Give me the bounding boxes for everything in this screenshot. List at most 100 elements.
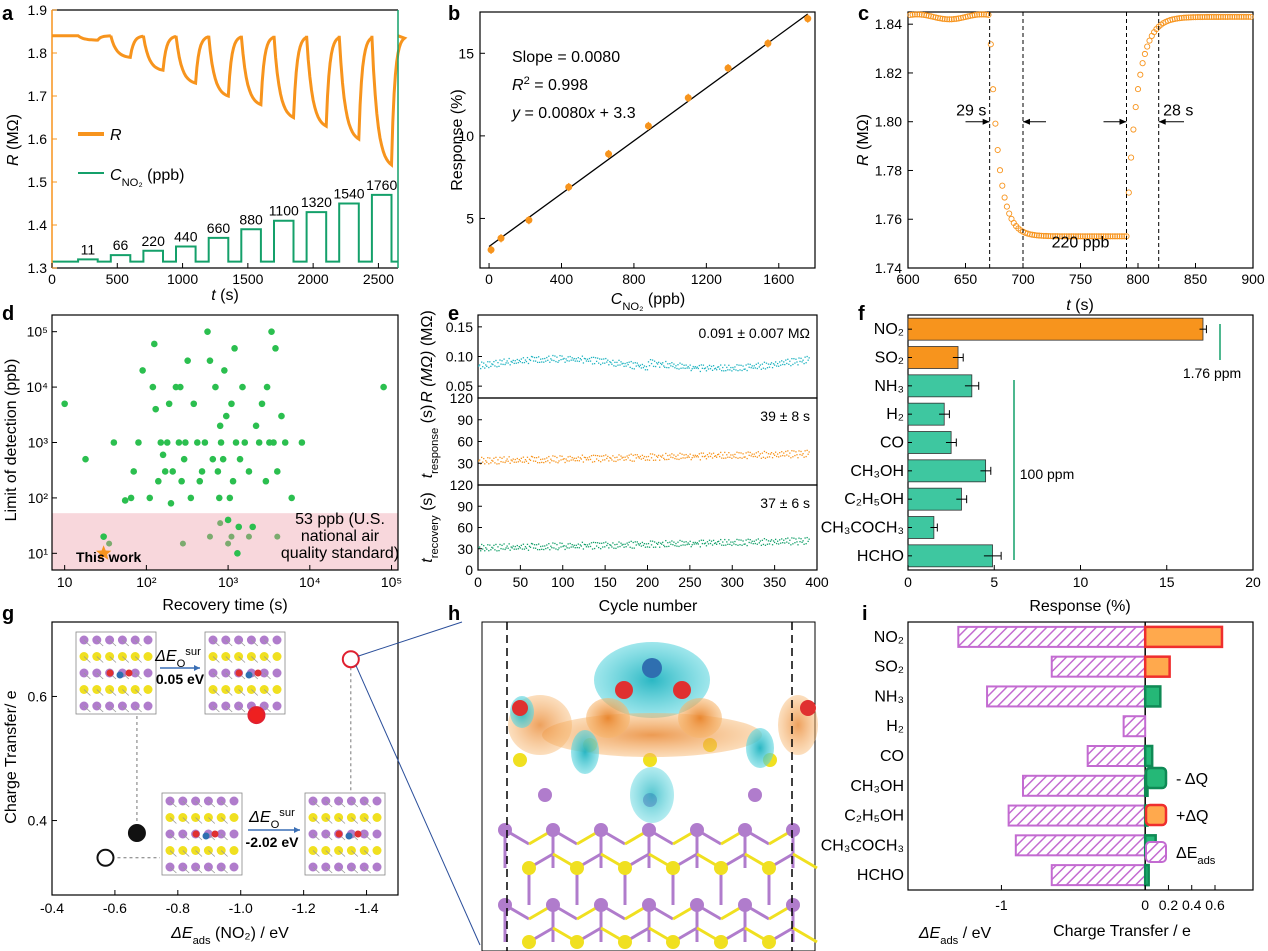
data-point — [677, 364, 679, 366]
data-point — [714, 542, 717, 544]
data-point — [565, 458, 567, 460]
data-point — [494, 462, 496, 464]
data-point — [270, 439, 277, 446]
data-point — [656, 363, 659, 365]
data-point — [607, 455, 609, 458]
data-point — [626, 362, 628, 364]
bond — [220, 850, 228, 857]
data-point — [587, 459, 590, 461]
bond — [134, 639, 142, 647]
data-point — [733, 543, 735, 545]
data-point — [587, 546, 590, 548]
data-point — [650, 457, 653, 459]
data-point — [488, 550, 490, 552]
data-point — [706, 541, 709, 543]
category-label: NH₃ — [874, 688, 904, 705]
y-tick-label: 1.74 — [875, 260, 902, 276]
data-point — [519, 547, 521, 549]
x-tick-label: 850 — [1184, 271, 1208, 287]
data-point — [801, 541, 803, 544]
data-point — [729, 369, 731, 371]
data-point — [232, 439, 240, 446]
data-point — [614, 456, 616, 459]
bond — [238, 689, 246, 696]
text-part: NO₂ — [622, 301, 643, 313]
text-part: ΔE — [918, 925, 941, 942]
data-point — [706, 366, 709, 368]
data-point — [580, 545, 583, 547]
data-point — [649, 453, 652, 455]
legend-C-label: CNO₂ (ppb) — [110, 167, 184, 189]
data-point — [640, 458, 643, 460]
data-point — [648, 546, 651, 548]
data-point — [711, 457, 714, 459]
data-point — [588, 357, 591, 360]
data-point — [268, 328, 275, 335]
data-point — [503, 456, 505, 458]
data-point — [689, 540, 691, 543]
y-tick-label: 30 — [457, 541, 473, 557]
x-axis-title: t (s) — [1066, 297, 1094, 314]
data-point — [503, 543, 505, 545]
data-point — [1045, 233, 1052, 240]
data-point — [569, 542, 571, 545]
data-point — [718, 453, 720, 455]
data-point — [806, 355, 808, 358]
data-point — [494, 365, 496, 367]
atom — [642, 898, 656, 912]
data-point — [629, 366, 631, 369]
legend-label: ΔEads — [1176, 845, 1216, 867]
data-point — [672, 543, 674, 546]
bond — [363, 800, 371, 808]
panel-label-e: e — [448, 303, 459, 325]
data-point — [766, 543, 769, 545]
data-point — [688, 456, 690, 458]
nitrogen-atom — [116, 671, 124, 679]
atom — [666, 935, 680, 949]
data-point — [100, 533, 107, 540]
bond — [109, 656, 117, 663]
data-point — [479, 459, 481, 461]
data-point — [602, 459, 604, 461]
data-point — [611, 363, 613, 365]
data-point — [548, 355, 550, 357]
data-point — [491, 363, 493, 365]
data-point — [1183, 14, 1190, 21]
data-point — [987, 41, 994, 48]
data-point — [730, 541, 732, 543]
data-point — [252, 422, 260, 430]
bar-eads — [986, 685, 1147, 708]
data-point — [909, 11, 916, 18]
data-point — [752, 455, 754, 458]
data-point — [488, 366, 490, 369]
x-tick-label: 0 — [904, 574, 912, 590]
data-point — [642, 544, 645, 547]
data-point — [623, 365, 625, 368]
data-point — [801, 454, 803, 456]
data-point — [738, 539, 740, 541]
text-part: sur — [279, 807, 295, 819]
data-point — [751, 540, 753, 542]
data-point — [807, 540, 809, 543]
data-point — [596, 357, 599, 359]
oxygen-atom — [192, 830, 200, 838]
data-point — [1091, 233, 1098, 240]
data-point — [598, 546, 600, 549]
data-point — [803, 362, 805, 365]
data-point — [764, 368, 767, 370]
data-point — [662, 541, 664, 543]
data-point — [532, 547, 535, 549]
bond — [363, 850, 371, 857]
data-point — [601, 358, 603, 360]
data-point — [764, 39, 772, 47]
x-tick-label: 1200 — [691, 271, 722, 287]
atom — [513, 753, 527, 767]
data-point — [531, 356, 534, 358]
bond — [325, 800, 333, 808]
data-point — [790, 544, 792, 546]
data-point — [752, 367, 754, 369]
data-point — [176, 383, 184, 391]
data-point — [711, 544, 714, 546]
bond — [182, 850, 190, 857]
data-point — [561, 542, 563, 545]
